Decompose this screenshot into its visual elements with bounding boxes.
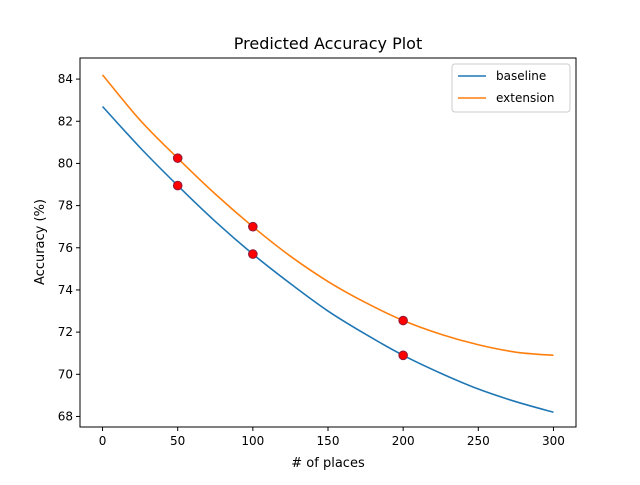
y-tick-label: 74 (58, 283, 73, 297)
y-tick-label: 82 (58, 114, 73, 128)
x-tick-label: 100 (241, 434, 264, 448)
axes-layer: 0 50 100 150 200 250 300 68 70 72 74 76 78 80 82 84 (58, 57, 577, 448)
legend: baseline extension (451, 63, 571, 113)
y-tick-label: 68 (58, 409, 73, 423)
legend-label-extension: extension (496, 91, 555, 105)
data-point (248, 221, 258, 232)
y-axis-label: Accuracy (%) (33, 199, 48, 285)
points-layer (172, 153, 408, 361)
x-tick-label: 0 (99, 434, 107, 448)
y-tick-label: 84 (58, 72, 73, 86)
chart-title: Predicted Accuracy Plot (234, 34, 422, 53)
legend-label-baseline: baseline (496, 69, 546, 83)
y-tick-label: 72 (58, 325, 73, 339)
y-tick-label: 80 (58, 156, 73, 170)
data-point (398, 315, 408, 326)
x-tick-label: 200 (392, 434, 415, 448)
data-point (172, 153, 183, 163)
x-tick-label: 150 (317, 434, 340, 448)
y-tick-label: 76 (58, 241, 73, 255)
data-point (248, 249, 258, 259)
x-tick-label: 50 (170, 434, 185, 448)
data-point (398, 350, 408, 361)
y-tick-label: 78 (58, 199, 73, 213)
x-axis-label: # of places (291, 456, 365, 471)
y-tick-label: 70 (58, 367, 73, 381)
x-tick-label: 300 (542, 434, 565, 448)
data-point (172, 180, 183, 191)
x-tick-label: 250 (467, 434, 490, 448)
